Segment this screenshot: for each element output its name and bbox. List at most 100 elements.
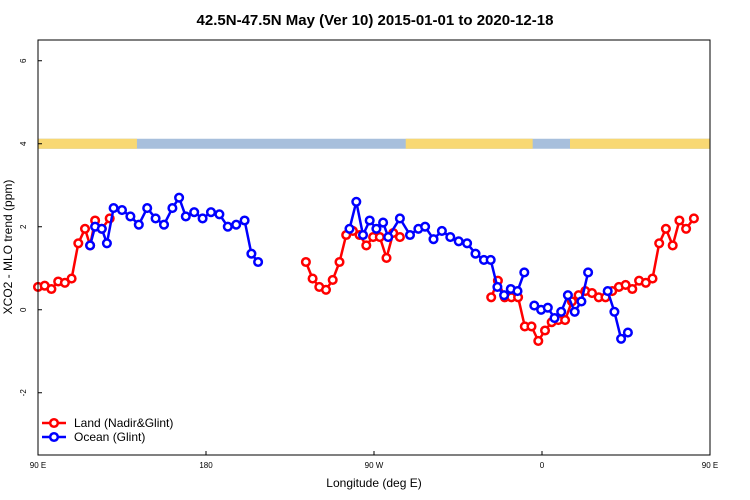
ocean-data-point xyxy=(246,248,257,259)
ocean-data-point xyxy=(158,219,170,230)
land-data-point xyxy=(394,232,405,243)
ocean-data-point xyxy=(576,296,587,307)
ocean-data-point xyxy=(622,327,633,338)
land-data-point xyxy=(688,213,699,224)
series-layer xyxy=(32,192,699,346)
ocean-data-point xyxy=(556,306,567,317)
ocean-data-point xyxy=(174,192,185,203)
ocean-data-point xyxy=(357,229,369,241)
x-axis-label: Longitude (deg E) xyxy=(326,476,421,490)
ocean-data-point xyxy=(150,213,161,224)
land-data-point xyxy=(66,273,77,284)
y-axis: -2 0 2 4 6 xyxy=(19,58,42,396)
land-data-point xyxy=(526,321,537,332)
ocean-data-point xyxy=(142,203,153,214)
land-data-point xyxy=(533,335,544,346)
ocean-data-point xyxy=(462,238,473,249)
ocean-band xyxy=(38,138,710,149)
land-data-point xyxy=(674,215,685,226)
land-data-point xyxy=(374,232,385,243)
y-tick-label: -2 xyxy=(19,389,28,397)
ocean-data-point xyxy=(394,213,405,224)
ocean-data-point xyxy=(404,229,416,241)
y-tick-label: 6 xyxy=(19,58,28,63)
ocean-data-point xyxy=(116,205,128,216)
x-tick-label: 0 xyxy=(540,461,545,470)
ocean-legend-label: Ocean (Glint) xyxy=(74,430,145,444)
ocean-data-point xyxy=(205,207,217,218)
ocean-data-point xyxy=(519,267,530,278)
ocean-data-point xyxy=(542,302,553,313)
land-ocean-band xyxy=(38,138,710,149)
land-legend-label: Land (Nadir&Glint) xyxy=(74,416,173,430)
y-tick-label: 0 xyxy=(19,307,28,312)
ocean-data-point xyxy=(428,234,439,245)
ocean-data-point xyxy=(197,213,208,224)
ocean-data-point xyxy=(549,313,560,324)
ocean-data-point xyxy=(239,215,250,226)
ocean-data-point xyxy=(529,300,540,311)
land-legend-marker xyxy=(48,417,60,429)
ocean-legend-marker xyxy=(48,431,60,443)
ocean-data-point xyxy=(108,203,119,214)
land-data-point xyxy=(307,273,318,284)
x-tick-label: 180 xyxy=(199,461,213,470)
ocean-data-point xyxy=(125,211,136,222)
land-data-point xyxy=(654,238,665,249)
land-band xyxy=(38,138,137,149)
land-data-point xyxy=(79,223,91,234)
land-data-point xyxy=(59,277,70,288)
ocean-data-point xyxy=(420,221,431,232)
ocean-data-point xyxy=(562,290,573,301)
ocean-data-point xyxy=(499,290,510,301)
ocean-data-point xyxy=(133,219,144,230)
land-data-point xyxy=(486,292,497,303)
ocean-data-point xyxy=(569,306,580,317)
ocean-data-point xyxy=(180,211,191,222)
ocean-data-point xyxy=(583,267,594,278)
ocean-data-point xyxy=(253,256,264,268)
ocean-data-point xyxy=(214,209,225,220)
land-data-point xyxy=(586,288,598,299)
land-data-point xyxy=(300,256,311,268)
ocean-data-point xyxy=(470,248,481,259)
ocean-data-point xyxy=(609,306,620,317)
ocean-data-point xyxy=(378,217,389,228)
ocean-data-point xyxy=(512,286,523,297)
y-axis-label: XCO2 - MLO trend (ppm) xyxy=(1,180,15,315)
ocean-data-point xyxy=(453,236,464,247)
ocean-data-point xyxy=(616,333,627,344)
plot-frame xyxy=(37,39,711,456)
x-tick-label: 90 W xyxy=(365,461,384,470)
ocean-data-point xyxy=(492,281,503,292)
x-tick-label: 90 E xyxy=(702,461,718,470)
land-data-point xyxy=(560,315,571,326)
ocean-data-point xyxy=(222,221,233,232)
land-data-point xyxy=(647,273,658,284)
y-tick-label: 2 xyxy=(19,224,28,229)
ocean-data-point xyxy=(436,225,447,236)
land-data-point xyxy=(640,277,651,288)
land-data-point xyxy=(46,283,57,295)
land-data-point xyxy=(327,274,338,285)
land-data-point xyxy=(361,240,372,251)
land-data-point xyxy=(667,240,678,251)
land-data-point xyxy=(539,325,551,336)
land-data-point xyxy=(381,252,392,263)
land-data-point xyxy=(334,256,345,268)
x-tick-label: 90 E xyxy=(30,461,46,470)
ocean-data-point xyxy=(602,286,613,297)
ocean-data-point xyxy=(231,219,242,230)
land-band xyxy=(405,138,533,149)
ocean-data-point xyxy=(351,196,362,207)
ocean-data-point xyxy=(101,238,112,249)
legend: Land (Nadir&Glint)Ocean (Glint) xyxy=(42,416,173,444)
land-data-point xyxy=(660,223,671,234)
land-band xyxy=(570,138,710,149)
ocean-data-point xyxy=(383,232,394,243)
land-data-point xyxy=(681,223,692,234)
ocean-data-point xyxy=(344,223,355,234)
ocean-data-point xyxy=(485,254,496,265)
ocean-data-point xyxy=(189,207,200,218)
